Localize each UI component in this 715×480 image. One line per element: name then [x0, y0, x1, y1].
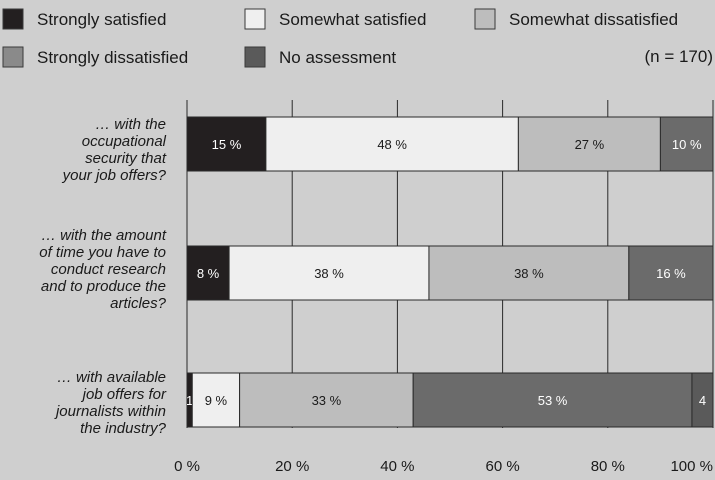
bar-value-label: 38 %	[314, 266, 344, 281]
category-label: … with the amount of time you have to cond…	[39, 227, 167, 312]
legend-swatch	[244, 8, 266, 30]
bar-value-label: 33 %	[312, 393, 342, 408]
bar-value-label: 15 %	[212, 137, 242, 152]
x-tick-label: 60 %	[485, 458, 519, 475]
bar-value-label: 1	[186, 393, 193, 408]
legend-item: Strongly dissatisfied	[2, 46, 188, 68]
bar-value-label: 27 %	[575, 137, 605, 152]
legend-swatch	[474, 8, 496, 30]
legend-item: Somewhat dissatisfied	[474, 8, 678, 30]
bar-segment	[191, 372, 241, 428]
bar-segment	[412, 372, 693, 428]
bar-value-label: 53 %	[538, 393, 568, 408]
legend-item: Strongly satisfied	[2, 8, 166, 30]
legend-label: Somewhat satisfied	[279, 10, 426, 29]
sample-size-note: (n = 170)	[644, 47, 713, 66]
legend-item: No assessment	[244, 46, 396, 68]
bar-segment	[659, 116, 714, 172]
bar-segment	[628, 245, 714, 301]
bar-value-label: 8 %	[197, 266, 220, 281]
legend-label: Strongly dissatisfied	[37, 48, 188, 67]
legend-swatch	[244, 46, 266, 68]
bar-value-label: 10 %	[672, 137, 702, 152]
bar-value-label: 16 %	[656, 266, 686, 281]
bar-value-label: 48 %	[377, 137, 407, 152]
legend-item: Somewhat satisfied	[244, 8, 426, 30]
legend-swatch	[2, 8, 24, 30]
legend-label: Somewhat dissatisfied	[509, 10, 678, 29]
bar-segment	[186, 245, 230, 301]
x-tick-label: 40 %	[380, 458, 414, 475]
bar-value-label: 4	[699, 393, 706, 408]
x-tick-label: 0 %	[174, 458, 200, 475]
bar-segment	[186, 116, 267, 172]
category-label: … with the occupational security that your …	[62, 116, 167, 184]
bar-row: 8 % 38 % 38 % 16 %	[186, 245, 714, 301]
bar-value-label: 38 %	[514, 266, 544, 281]
bar-segment	[228, 245, 430, 301]
bar-segment	[428, 245, 630, 301]
x-tick-label: 80 %	[591, 458, 625, 475]
category-label: … with available job offers for journalist…	[54, 369, 167, 437]
bar-segment	[691, 372, 714, 428]
bar-row: 1 9 % 33 % 53 % 4	[186, 372, 714, 428]
x-tick-label: 20 %	[275, 458, 309, 475]
legend-label: No assessment	[279, 48, 396, 67]
legend-label: Strongly satisfied	[37, 10, 166, 29]
x-axis-ticks: 0 % 20 % 40 % 60 % 80 % 100 %	[174, 458, 713, 475]
legend: Strongly satisfied Somewhat satisfied Some…	[2, 8, 678, 68]
legend-swatch	[2, 46, 24, 68]
bars: 15 % 48 % 27 % 10 % 8 % 38 % 38 % 16 % 1 9 % 33 % 5…	[186, 116, 714, 428]
category-labels: … with the occupational security that your …	[39, 116, 167, 437]
bar-value-label: 9 %	[205, 393, 228, 408]
x-tick-label: 100 %	[670, 458, 713, 475]
bar-row: 15 % 48 % 27 % 10 %	[186, 116, 714, 172]
